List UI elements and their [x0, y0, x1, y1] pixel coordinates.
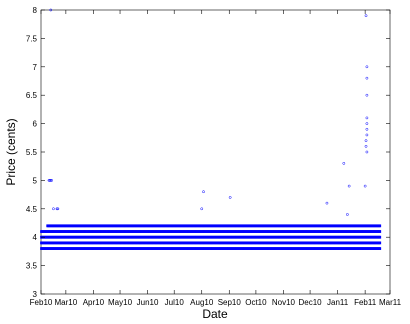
data-point [365, 65, 369, 69]
data-point [55, 207, 59, 211]
y-tick-label: 7.5 [26, 34, 38, 43]
x-axis: Feb10 Mar10 Apr10 May10 Jun10 Jul10 Aug10 Sep10… [30, 10, 402, 307]
data-point [365, 76, 369, 80]
data-point [365, 122, 369, 125]
data-point [325, 201, 329, 205]
data-point [379, 224, 382, 228]
data-point [364, 139, 368, 142]
x-tick-label: Aug10 [190, 298, 214, 307]
data-point [48, 179, 52, 182]
data-point [379, 235, 382, 239]
data-point [365, 150, 369, 154]
y-tick-label: 5.5 [26, 148, 38, 157]
x-tick-label: May10 [108, 298, 133, 307]
data-point [365, 133, 369, 137]
x-tick-label: Feb11 [354, 298, 377, 307]
price-bands [40, 224, 382, 250]
y-tick-label: 6.5 [26, 91, 38, 100]
data-point [56, 207, 60, 211]
data-point [52, 207, 55, 211]
data-point [347, 184, 351, 188]
data-point [364, 14, 368, 18]
data-point [228, 196, 232, 199]
y-tick-label: 5 [33, 176, 38, 185]
data-point [363, 184, 367, 188]
y-axis: 3 3.5 4 4.5 5 5.5 6 6.5 7 7.5 8 [26, 6, 390, 299]
price-points [47, 8, 369, 216]
data-point [379, 241, 382, 245]
x-tick-label: Nov10 [272, 298, 296, 307]
data-point [49, 8, 53, 12]
data-point [365, 93, 369, 97]
x-tick-label: Dec10 [299, 298, 323, 307]
data-point [364, 144, 368, 148]
y-tick-label: 3.5 [26, 262, 38, 271]
data-point [365, 116, 369, 120]
x-tick-label: Jun10 [137, 298, 159, 307]
y-tick-label: 4.5 [26, 205, 38, 214]
data-point [346, 213, 349, 216]
x-tick-label: Feb10 [30, 298, 53, 307]
y-tick-label: 3 [33, 290, 38, 299]
y-axis-title: Price (cents) [4, 118, 18, 185]
x-tick-label: Jul10 [165, 298, 185, 307]
y-tick-label: 7 [33, 63, 38, 72]
x-tick-label: Sep10 [218, 298, 242, 307]
data-point [365, 127, 369, 131]
y-tick-label: 6 [33, 120, 38, 129]
y-tick-label: 8 [33, 6, 38, 15]
data-point [200, 207, 204, 211]
plot-area [40, 9, 391, 295]
data-point [49, 179, 53, 182]
data-point [379, 247, 382, 250]
x-tick-label: Mar10 [55, 298, 78, 307]
y-tick-label: 4 [33, 233, 38, 242]
data-point [379, 230, 382, 233]
data-point [47, 179, 51, 182]
x-tick-label: Jan11 [327, 298, 349, 307]
x-axis-title: Date [202, 307, 228, 321]
x-tick-label: Mar11 [379, 298, 402, 307]
x-tick-label: Oct10 [245, 298, 267, 307]
x-tick-label: Apr10 [83, 298, 105, 307]
data-point [342, 162, 346, 165]
data-point [50, 179, 54, 182]
data-point [202, 190, 205, 194]
